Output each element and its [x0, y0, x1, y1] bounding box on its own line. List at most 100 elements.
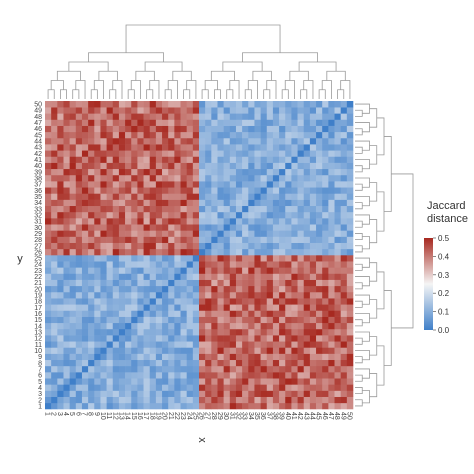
heatmap-cell [45, 199, 52, 207]
heatmap-cell [279, 119, 286, 126]
heatmap-cell [334, 353, 341, 361]
heatmap-cell [285, 341, 292, 348]
heatmap-cell [88, 218, 95, 225]
heatmap-cell [316, 131, 323, 139]
heatmap-cell [155, 211, 163, 219]
heatmap-cell [63, 279, 70, 287]
heatmap-cell [248, 236, 255, 243]
dendrogram-branch [98, 70, 118, 81]
heatmap-cell [125, 113, 132, 120]
heatmap-cell [63, 291, 70, 299]
heatmap-cell [328, 211, 335, 219]
heatmap-cell [51, 174, 58, 182]
heatmap-cell [94, 156, 101, 163]
heatmap-cell [69, 322, 77, 330]
heatmap-cell [266, 285, 274, 293]
heatmap-cell [106, 353, 114, 361]
heatmap-cell [186, 107, 194, 114]
heatmap-cell [192, 205, 200, 213]
y-tick-label: 44 [34, 139, 42, 146]
heatmap-cell [217, 168, 224, 176]
heatmap-cell [223, 248, 231, 256]
heatmap-cell [260, 322, 268, 330]
heatmap-cell [346, 199, 354, 207]
heatmap-cell [322, 107, 329, 114]
heatmap-cell [100, 119, 107, 126]
heatmap-cell [217, 347, 224, 354]
x-tick-label: 33 [241, 412, 248, 420]
heatmap-cell [118, 125, 126, 133]
x-tick-label: 22 [173, 412, 180, 420]
heatmap-cell [254, 187, 261, 194]
heatmap-cell [260, 291, 268, 299]
heatmap-cell [340, 378, 348, 385]
heatmap-cell [100, 230, 107, 237]
heatmap-cell [309, 402, 317, 410]
heatmap-cell [118, 242, 126, 250]
heatmap-cell [63, 242, 70, 250]
heatmap-cell [180, 131, 187, 139]
heatmap-cell [340, 156, 348, 163]
heatmap-cell [217, 255, 224, 262]
heatmap-cell [180, 156, 187, 163]
heatmap-cell [266, 150, 274, 157]
heatmap-cell [254, 162, 261, 170]
heatmap-cell [137, 211, 144, 219]
x-tick-label: 35 [253, 412, 260, 420]
heatmap-cell [143, 310, 151, 317]
heatmap-cell [279, 298, 286, 305]
heatmap-cell [45, 310, 52, 317]
heatmap-cell [192, 328, 200, 336]
heatmap-cell [186, 137, 194, 145]
heatmap-cell [174, 230, 181, 237]
heatmap-cell [51, 316, 58, 324]
heatmap-cell [303, 137, 311, 145]
heatmap-cell [328, 174, 335, 182]
heatmap-cell [125, 107, 132, 114]
heatmap-cell [174, 205, 181, 213]
heatmap-cell [248, 359, 255, 367]
heatmap-cell [94, 353, 101, 361]
heatmap-cell [94, 328, 101, 336]
heatmap-cell [192, 144, 200, 151]
heatmap-cell [211, 285, 218, 293]
dendrogram-branch [355, 300, 363, 308]
heatmap-cell [75, 255, 83, 262]
heatmap-cell [57, 384, 64, 391]
heatmap-cell [254, 285, 261, 293]
x-tick-label: 46 [321, 412, 328, 420]
heatmap-cell [266, 316, 274, 324]
heatmap-cell [100, 335, 107, 342]
heatmap-cell [260, 372, 268, 379]
heatmap-cell [94, 298, 101, 305]
heatmap-cell [112, 242, 120, 250]
heatmap-cell [45, 255, 52, 262]
heatmap-cell [279, 193, 286, 200]
heatmap-cell [346, 193, 354, 200]
heatmap-cell [186, 156, 194, 163]
heatmap-cell [155, 279, 163, 287]
heatmap-cell [340, 255, 348, 262]
heatmap-cell [155, 384, 163, 391]
heatmap-cell [168, 218, 175, 225]
heatmap-cell [340, 335, 348, 342]
heatmap-cell [57, 107, 64, 114]
heatmap-cell [88, 125, 95, 133]
heatmap-cell [340, 101, 348, 108]
heatmap-cell [199, 322, 206, 330]
heatmap-cell [205, 168, 212, 176]
heatmap-cell [149, 347, 157, 354]
heatmap-cell [106, 150, 114, 157]
heatmap-cell [266, 101, 274, 108]
heatmap-cell [199, 113, 206, 120]
heatmap-cell [125, 291, 132, 299]
heatmap-cell [211, 162, 218, 170]
heatmap-cell [149, 218, 157, 225]
heatmap-cell [199, 107, 206, 114]
heatmap-cell [69, 304, 77, 311]
heatmap-cell [57, 341, 64, 348]
heatmap-cell [112, 174, 120, 182]
heatmap-cell [316, 101, 323, 108]
heatmap-cell [94, 273, 101, 280]
heatmap-cell [235, 193, 243, 200]
